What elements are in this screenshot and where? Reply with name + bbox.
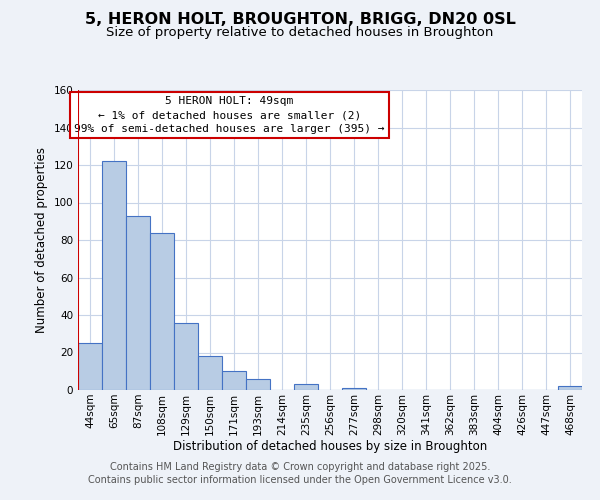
X-axis label: Distribution of detached houses by size in Broughton: Distribution of detached houses by size … (173, 440, 487, 454)
Bar (102, 161, 126, 390)
Y-axis label: Number of detached properties: Number of detached properties (35, 147, 48, 333)
Text: Size of property relative to detached houses in Broughton: Size of property relative to detached ho… (106, 26, 494, 39)
Text: 5, HERON HOLT, BROUGHTON, BRIGG, DN20 0SL: 5, HERON HOLT, BROUGHTON, BRIGG, DN20 0S… (85, 12, 515, 28)
Bar (222, 371, 246, 390)
Text: Contains public sector information licensed under the Open Government Licence v3: Contains public sector information licen… (88, 475, 512, 485)
Bar (342, 388, 366, 390)
Text: 5 HERON HOLT: 49sqm
← 1% of detached houses are smaller (2)
99% of semi-detached: 5 HERON HOLT: 49sqm ← 1% of detached hou… (74, 96, 385, 134)
Bar (150, 232, 174, 390)
Bar (126, 216, 150, 390)
Bar (558, 386, 582, 390)
Bar (198, 356, 222, 390)
Bar (78, 343, 102, 390)
Bar (246, 379, 270, 390)
Bar (294, 384, 318, 390)
Bar (174, 322, 198, 390)
Text: Contains HM Land Registry data © Crown copyright and database right 2025.: Contains HM Land Registry data © Crown c… (110, 462, 490, 472)
